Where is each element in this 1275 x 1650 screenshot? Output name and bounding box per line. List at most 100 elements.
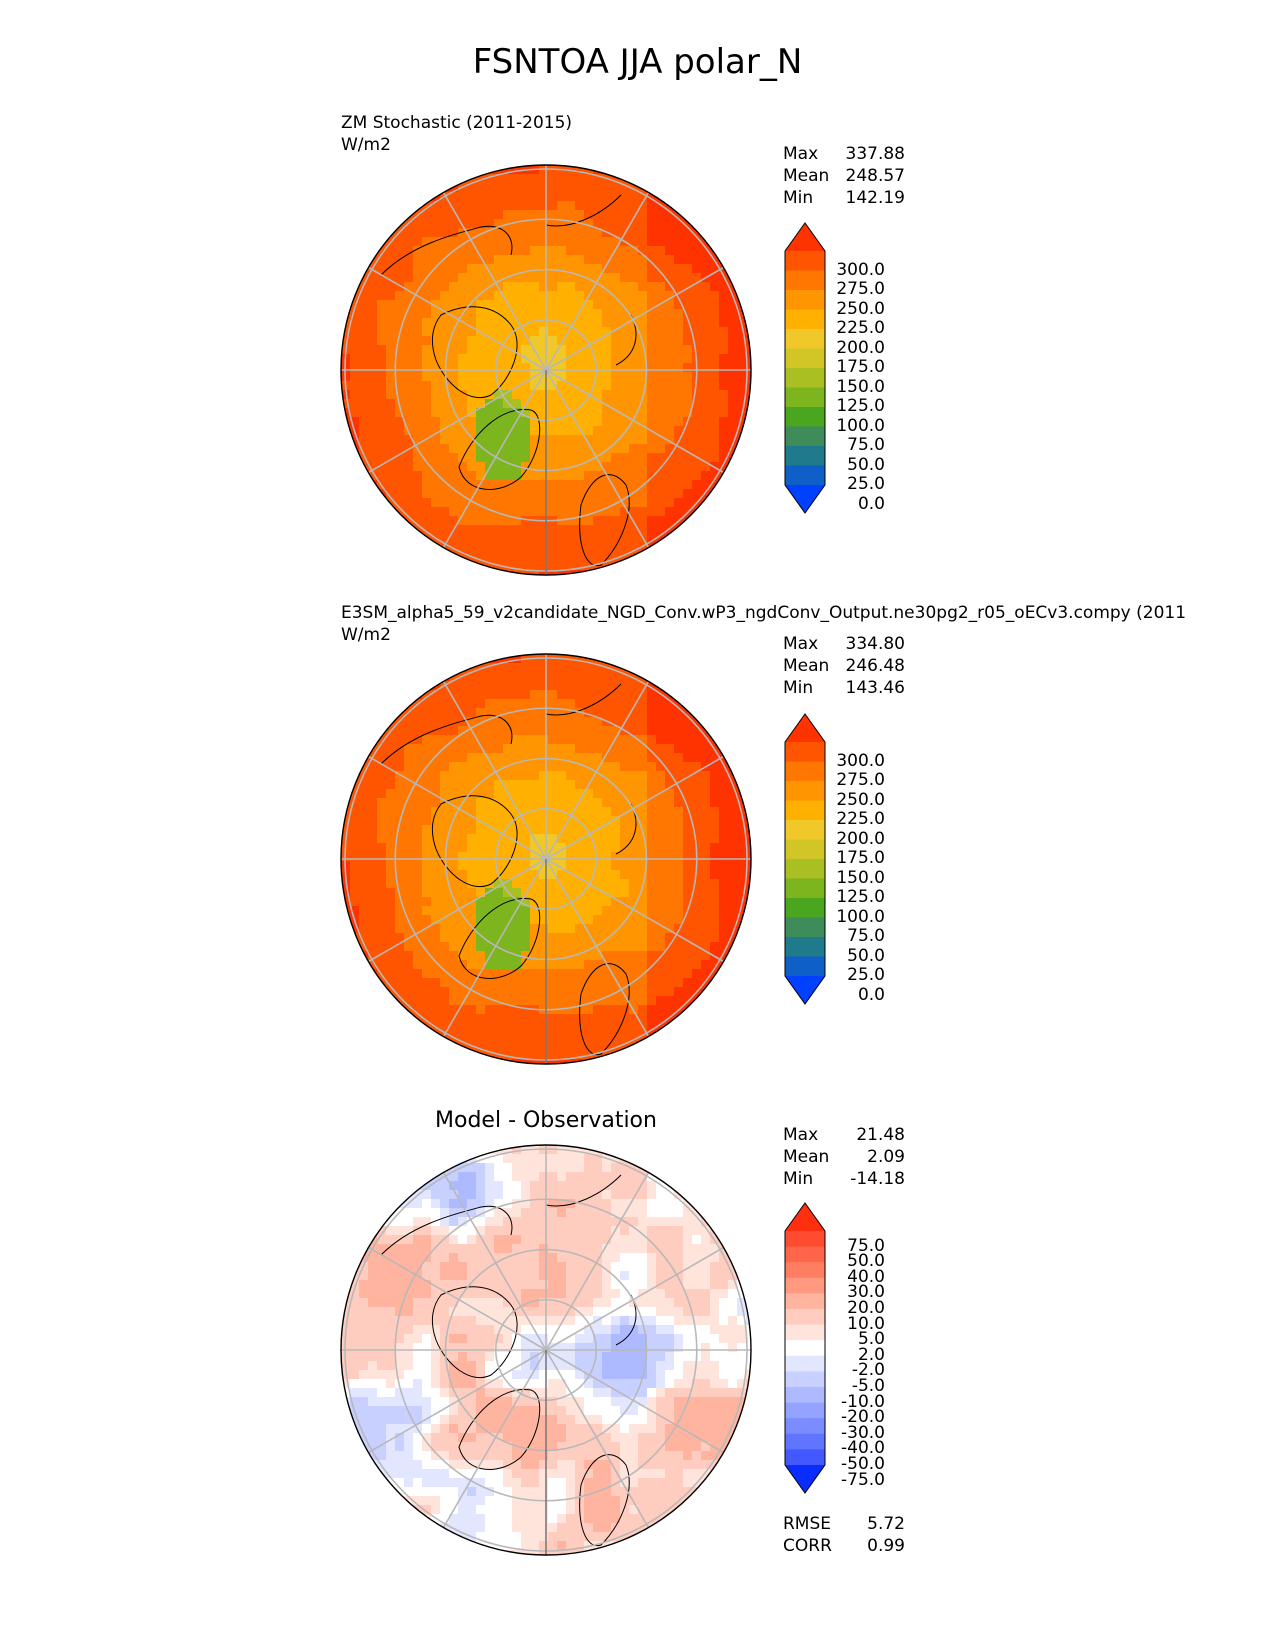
map-cell <box>566 1050 576 1060</box>
map-cell <box>638 708 648 718</box>
map-cell <box>539 825 549 835</box>
map-cell <box>521 753 531 763</box>
map-cell <box>557 192 567 202</box>
map-cell <box>386 381 396 391</box>
map-cell <box>494 1041 504 1051</box>
map-cell <box>584 1032 594 1042</box>
map-cell <box>413 789 423 799</box>
map-cell <box>449 291 459 301</box>
map-cell <box>521 1154 531 1164</box>
map-cell <box>386 1289 396 1299</box>
map-cell <box>629 1289 639 1299</box>
map-cell <box>656 843 666 853</box>
map-cell <box>683 471 693 481</box>
map-cell <box>629 1217 639 1227</box>
map-cell <box>530 201 540 211</box>
map-cell <box>683 1334 693 1344</box>
map-cell <box>458 561 468 571</box>
map-cell <box>647 1023 657 1033</box>
map-cell <box>602 1415 612 1425</box>
map-cell <box>620 327 630 337</box>
map-cell <box>359 345 369 355</box>
map-cell <box>674 1235 684 1245</box>
map-cell <box>467 471 477 481</box>
map-cell <box>422 699 432 709</box>
map-cell <box>449 408 459 418</box>
map-cell <box>440 915 450 925</box>
map-cell <box>494 426 504 436</box>
map-cell <box>674 852 684 862</box>
map-cell <box>611 825 621 835</box>
map-cell <box>548 1325 558 1335</box>
map-cell <box>512 987 522 997</box>
map-cell <box>422 363 432 373</box>
map-cell <box>683 381 693 391</box>
map-cell <box>440 462 450 472</box>
map-cell <box>359 852 369 862</box>
longitude-line <box>545 755 724 860</box>
map-cell <box>512 969 522 979</box>
map-cell <box>557 201 567 211</box>
map-cell <box>656 771 666 781</box>
map-cell <box>593 210 603 220</box>
map-cell <box>719 1325 729 1335</box>
map-cell <box>377 444 387 454</box>
map-cell <box>539 1190 549 1200</box>
map-cell <box>467 1379 477 1389</box>
map-cell <box>584 381 594 391</box>
map-cell <box>683 480 693 490</box>
map-cell <box>476 987 486 997</box>
map-cell <box>611 1217 621 1227</box>
map-cell <box>440 1361 450 1371</box>
colorbar-swatch <box>785 839 825 860</box>
map-cell <box>575 1023 585 1033</box>
map-cell <box>683 1014 693 1024</box>
map-cell <box>422 816 432 826</box>
map-cell <box>557 345 567 355</box>
map-cell <box>575 1181 585 1191</box>
map-cell <box>422 426 432 436</box>
map-cell <box>413 1253 423 1263</box>
map-cell <box>431 969 441 979</box>
map-cell <box>494 174 504 184</box>
map-cell <box>566 798 576 808</box>
map-cell <box>674 336 684 346</box>
map-cell <box>521 219 531 229</box>
map-cell <box>548 1415 558 1425</box>
map-cell <box>494 543 504 553</box>
map-cell <box>557 1406 567 1416</box>
map-cell <box>611 210 621 220</box>
map-cell <box>395 1415 405 1425</box>
map-cell <box>539 1163 549 1173</box>
map-cell <box>683 264 693 274</box>
map-cell <box>521 681 531 691</box>
map-cell <box>566 381 576 391</box>
map-cell <box>476 336 486 346</box>
map-cell <box>593 543 603 553</box>
map-cell <box>521 489 531 499</box>
map-cell <box>710 390 720 400</box>
map-cell <box>701 789 711 799</box>
map-cell <box>692 1316 702 1326</box>
map-cell <box>440 1181 450 1191</box>
map-cell <box>476 1289 486 1299</box>
map-cell <box>611 1199 621 1209</box>
map-cell <box>602 1316 612 1326</box>
map-cell <box>548 489 558 499</box>
map-cell <box>701 345 711 355</box>
map-cell <box>476 996 486 1006</box>
map-cell <box>737 399 747 409</box>
map-cell <box>593 570 603 575</box>
map-cell <box>449 1433 459 1443</box>
map-cell <box>386 861 396 871</box>
map-cell <box>638 444 648 454</box>
map-cell <box>647 435 657 445</box>
map-cell <box>539 780 549 790</box>
map-cell <box>530 681 540 691</box>
map-cell <box>584 717 594 727</box>
map-cell <box>485 444 495 454</box>
map-cell <box>440 771 450 781</box>
map-cell <box>557 861 567 871</box>
map-cell <box>341 816 351 826</box>
map-cell <box>674 354 684 364</box>
